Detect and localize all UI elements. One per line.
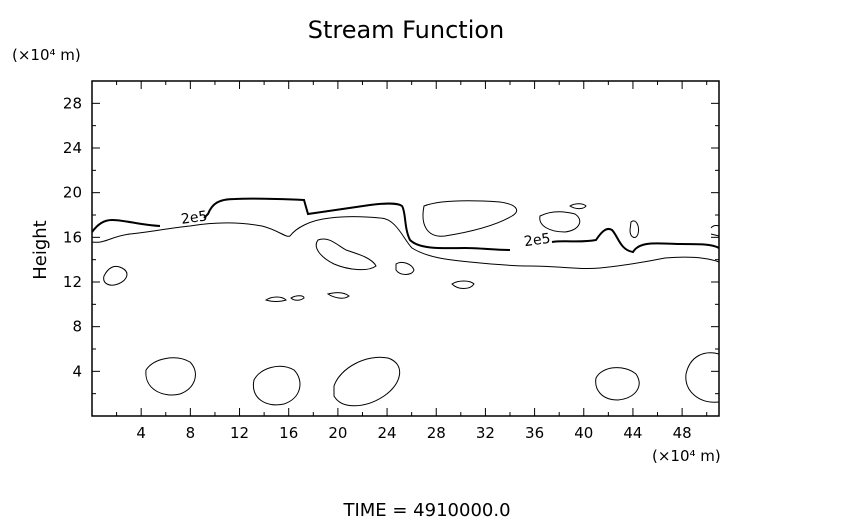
x-unit-label: (×10⁴ m) bbox=[652, 447, 721, 465]
contour-cell-2 bbox=[252, 365, 301, 406]
time-footer: TIME = 4910000.0 bbox=[342, 500, 510, 519]
contour-2e5-main bbox=[91, 197, 720, 254]
x-axis-ticks: 4 8 12 16 20 24 28 32 36 40 44 48 bbox=[116, 81, 708, 442]
y-tick-label: 8 bbox=[72, 318, 82, 336]
contour-cell-3 bbox=[333, 356, 400, 407]
x-tick-label: 4 bbox=[136, 424, 146, 442]
x-tick-label: 28 bbox=[427, 424, 446, 442]
x-tick-label: 32 bbox=[476, 424, 495, 442]
y-axis-label: Height bbox=[30, 220, 51, 280]
y-tick-label: 12 bbox=[63, 273, 82, 291]
contour-blob-8 bbox=[451, 280, 475, 289]
contour-label-2e5-right: 2e5 bbox=[523, 231, 551, 251]
x-tick-label: 40 bbox=[574, 424, 593, 442]
chart-title: Stream Function bbox=[308, 16, 505, 44]
y-tick-label: 20 bbox=[63, 184, 82, 202]
x-tick-label: 44 bbox=[623, 424, 642, 442]
contour-blob-12 bbox=[326, 292, 350, 299]
contour-blob-7 bbox=[395, 261, 415, 275]
contour-cell-4 bbox=[595, 367, 640, 401]
contour-blob-5 bbox=[710, 225, 720, 237]
contour-blob-1 bbox=[422, 200, 518, 237]
x-tick-label: 48 bbox=[673, 424, 692, 442]
contour-blob-9 bbox=[103, 265, 128, 286]
y-tick-label: 24 bbox=[63, 139, 82, 157]
contour-label-2e5-left: 2e5 bbox=[180, 208, 208, 228]
contour-blob-3 bbox=[569, 203, 587, 210]
contour-blob-4 bbox=[629, 220, 639, 238]
contour-blob-2 bbox=[539, 211, 581, 233]
y-unit-label: (×10⁴ m) bbox=[12, 46, 81, 64]
contour-thin-lower bbox=[91, 216, 720, 270]
x-tick-label: 12 bbox=[230, 424, 249, 442]
y-axis-ticks: 4 8 12 16 20 24 28 bbox=[63, 94, 719, 395]
x-tick-label: 24 bbox=[378, 424, 397, 442]
contour-blob-11 bbox=[290, 295, 305, 301]
x-tick-label: 20 bbox=[328, 424, 347, 442]
contour-blob-6 bbox=[315, 238, 377, 271]
y-tick-label: 4 bbox=[72, 362, 82, 380]
plot-frame bbox=[91, 80, 720, 417]
contour-blob-10 bbox=[264, 296, 287, 302]
x-tick-label: 16 bbox=[279, 424, 298, 442]
contour-cell-1 bbox=[145, 357, 196, 396]
contour-cell-5 bbox=[685, 352, 720, 403]
x-tick-label: 36 bbox=[525, 424, 544, 442]
x-tick-label: 8 bbox=[186, 424, 196, 442]
y-tick-label: 28 bbox=[63, 94, 82, 112]
contour-lines bbox=[91, 197, 720, 407]
y-tick-label: 16 bbox=[63, 228, 82, 246]
